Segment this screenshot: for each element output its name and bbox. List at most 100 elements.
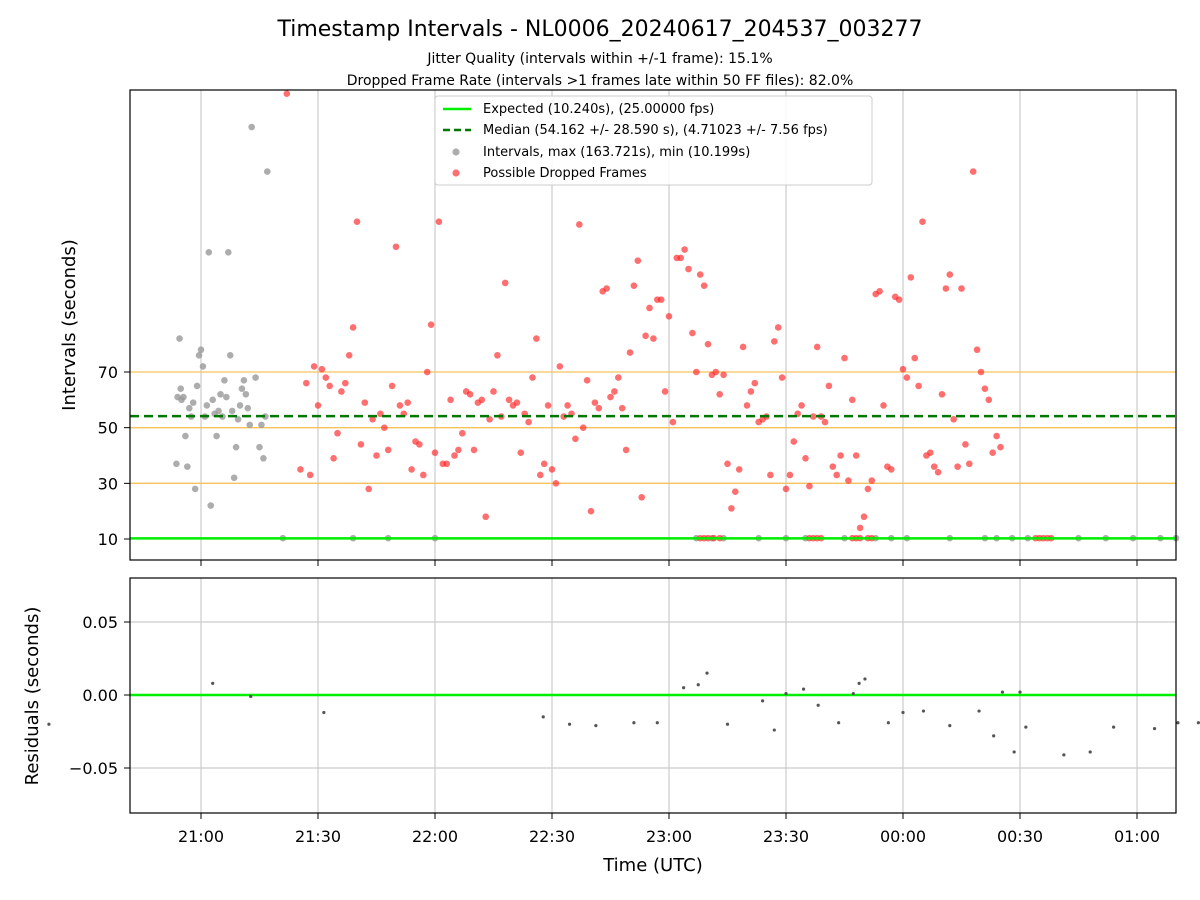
interval-point [173, 460, 180, 468]
interval-point [230, 474, 238, 482]
x-tick-label: 22:30 [529, 827, 575, 846]
residual-point [948, 724, 952, 728]
dropped-frame-point [634, 257, 642, 264]
dropped-frame-point [747, 388, 755, 395]
dropped-frame-point [899, 365, 907, 373]
dropped-frame-point [583, 377, 591, 384]
dropped-frame-point [533, 335, 540, 342]
interval-point [264, 168, 271, 175]
residual-point [1024, 725, 1028, 729]
legend: Expected (10.240s), (25.00000 fps) Media… [434, 95, 873, 186]
residual-point [47, 722, 51, 726]
residual-point [1152, 726, 1157, 731]
dropped-frame-point [544, 402, 552, 409]
legend-dropped-label: Possible Dropped Frames [483, 166, 647, 181]
dropped-frame-point [876, 287, 883, 295]
residual-point [863, 677, 867, 681]
dropped-frame-point [322, 374, 330, 381]
dropped-frame-point [314, 402, 322, 409]
dropped-frame-point [349, 324, 357, 331]
dropped-frame-point [365, 485, 373, 493]
residual-point [857, 681, 861, 685]
dropped-frame-point [408, 466, 415, 473]
dropped-frame-point [821, 418, 829, 426]
dropped-frame-point [771, 338, 778, 345]
dropped-frame-point [997, 443, 1004, 451]
dropped-frame-point [657, 296, 665, 303]
interval-point [197, 346, 205, 354]
residual-point [655, 721, 659, 725]
dropped-frame-point [907, 274, 915, 281]
dropped-frame-point [849, 396, 856, 404]
x-tick-label: 21:30 [295, 827, 341, 846]
interval-point [236, 402, 244, 409]
dropped-frame-point [330, 454, 337, 462]
dropped-frame-point [283, 90, 291, 97]
dropped-frame-point [778, 374, 786, 381]
dropped-frame-point [782, 485, 790, 493]
dropped-frame-point [751, 379, 759, 387]
residual-point [682, 686, 686, 690]
dropped-frame-point [396, 402, 404, 409]
dropped-frame-point [720, 371, 727, 379]
dropped-frame-point [334, 429, 341, 437]
dropped-frame-point [911, 354, 918, 362]
dropped-frame-point [537, 471, 544, 479]
interval-point [182, 432, 189, 440]
dropped-frame-point [852, 452, 860, 459]
residual-point [725, 722, 730, 726]
dropped-frame-point [693, 368, 700, 376]
interval-point [221, 377, 228, 384]
dropped-frame-subtitle: Dropped Frame Rate (intervals >1 frames … [347, 73, 854, 89]
x-tick-label: 23:00 [646, 827, 692, 846]
dropped-frame-point [435, 218, 443, 225]
dropped-frame-point [630, 282, 638, 290]
residual-point [886, 721, 890, 725]
dropped-frame-point [661, 388, 669, 395]
dropped-frame-point [989, 449, 996, 457]
dropped-frame-point [517, 449, 525, 457]
dropped-frame-point [447, 396, 454, 404]
dropped-frame-point [576, 221, 583, 228]
dropped-frame-point [501, 279, 509, 287]
dropped-frame-point [622, 446, 630, 454]
legend-intervals-label: Intervals, max (163.721s), min (10.199s) [483, 145, 750, 160]
residual-point [901, 710, 905, 715]
dropped-frame-point [611, 388, 618, 395]
interval-points [173, 90, 1180, 542]
interval-point [193, 382, 201, 390]
dropped-frame-point [326, 382, 334, 390]
dropped-frame-point [954, 463, 961, 470]
dropped-frame-point [704, 340, 712, 348]
dropped-frame-point [868, 477, 876, 484]
dropped-frame-point [985, 396, 993, 404]
dropped-frame-point [950, 416, 957, 423]
dropped-frame-point [716, 390, 723, 398]
residual-point [1062, 753, 1066, 757]
dropped-frame-point [420, 471, 427, 479]
dropped-frame-point [845, 477, 852, 484]
dropped-frame-point [607, 393, 614, 401]
dropped-frame-point [728, 505, 735, 512]
legend-median-label: Median (54.162 +/- 28.590 s), (4.71023 +… [483, 123, 828, 138]
dropped-frame-point [650, 335, 657, 342]
dropped-frame-point [369, 416, 376, 423]
dropped-frame-point [306, 471, 314, 479]
dropped-frame-point [642, 332, 649, 340]
dropped-frame-point [587, 507, 595, 515]
interval-point [184, 463, 191, 470]
dropped-frame-point [427, 321, 435, 328]
dropped-frame-point [798, 402, 805, 409]
intervals-y-ticks: 10 30 50 70 [98, 363, 1138, 566]
residual-point [977, 709, 981, 713]
legend-expected-label: Expected (10.240s), (25.00000 fps) [483, 102, 714, 117]
residual-point [1018, 690, 1022, 694]
dropped-frame-point [829, 463, 837, 470]
dropped-frame-point [919, 218, 926, 225]
residual-point [1012, 750, 1016, 754]
interval-point [228, 407, 236, 415]
dropped-frame-point [677, 254, 684, 262]
dropped-frame-point [833, 471, 840, 479]
intervals-panel: 10 30 50 70 Intervals (seconds) Expected (1… [59, 89, 1180, 566]
